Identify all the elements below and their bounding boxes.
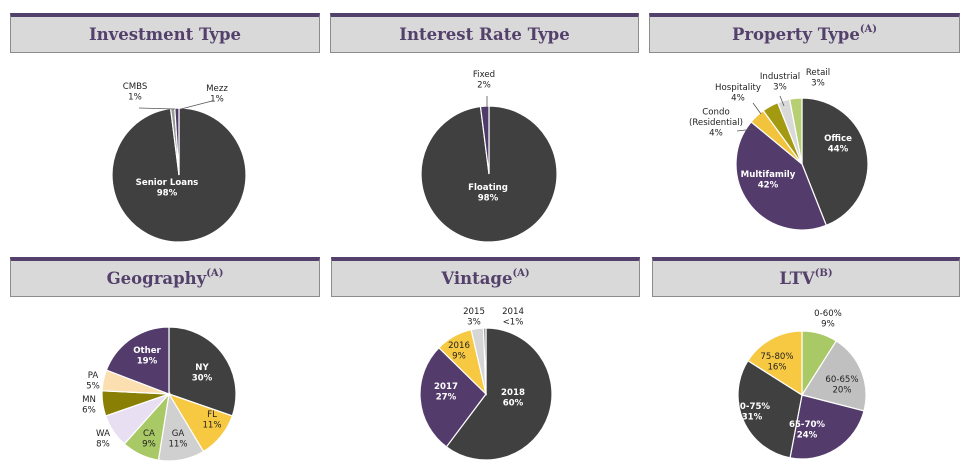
chart-header: Interest Rate Type bbox=[330, 13, 639, 53]
slice-label: Hospitality 4% bbox=[715, 83, 761, 104]
pie-slice bbox=[419, 346, 487, 448]
leader-line bbox=[736, 128, 755, 132]
slice-label: FL 11% bbox=[202, 410, 221, 431]
slice-label: 2017 27% bbox=[434, 382, 458, 403]
pie-slice bbox=[482, 327, 487, 395]
slice-label: Office 44% bbox=[824, 134, 852, 155]
slice-label: PA 5% bbox=[86, 371, 100, 392]
slice-label: 60-65% 20% bbox=[825, 375, 858, 396]
chart-panel-ltv: LTV(B) 0-60% 9% 60-65% 20% 65-70% 24% 70-75% 31… bbox=[652, 257, 960, 473]
slice-label: Industrial 3% bbox=[760, 72, 800, 93]
pie-chart-investment-type: Senior Loans 98% CMBS 1% Mezz 1% bbox=[111, 82, 247, 243]
chart-header: Geography(A) bbox=[10, 257, 320, 297]
pie-slice bbox=[445, 327, 553, 461]
slice-label: 75-80% 16% bbox=[760, 352, 793, 373]
chart-title: Investment Type bbox=[88, 25, 242, 44]
slice-label: 2014 <1% bbox=[502, 307, 524, 328]
pie-chart-property-type: Office 44% Multifamily 42% Condo (Residential… bbox=[689, 68, 869, 231]
slice-label: 65-70% 24% bbox=[789, 420, 825, 441]
slice-label: Multifamily 42% bbox=[741, 170, 796, 191]
slice-label: Fixed 2% bbox=[473, 70, 495, 91]
pie-chart-interest-rate-type: Floating 98% Fixed 2% bbox=[420, 70, 558, 243]
pie-chart-geography: NY 30% FL 11% GA 11% CA 9% WA 8%MN 6% PA 5% Other 19% bbox=[82, 326, 237, 462]
slice-label: 0-60% 9% bbox=[814, 309, 842, 330]
pie-slice bbox=[747, 330, 803, 397]
pie-slice bbox=[479, 105, 490, 175]
pie-slice bbox=[735, 121, 828, 231]
chart-title: Geography(A) bbox=[106, 267, 224, 289]
chart-panel-property-type: Property Type(A) Office 44% Multifamily 42%… bbox=[649, 13, 960, 238]
slice-label: Other 19% bbox=[133, 346, 161, 367]
pie-slice bbox=[801, 97, 869, 227]
pie-slice bbox=[168, 326, 237, 417]
slice-label: Condo (Residential) 4% bbox=[689, 108, 743, 139]
pie-slice bbox=[788, 97, 803, 165]
leader-line bbox=[180, 100, 213, 110]
pie-slice bbox=[801, 340, 867, 412]
leader-line bbox=[752, 102, 762, 115]
slice-label: MN 6% bbox=[82, 395, 96, 416]
slice-label: NY 30% bbox=[192, 363, 213, 384]
slice-label: Floating 98% bbox=[468, 183, 508, 204]
chart-header: Property Type(A) bbox=[649, 13, 960, 53]
pie-slice bbox=[105, 326, 170, 395]
chart-panel-vintage: Vintage(A) 2018 60% 2017 27% 2016 9% 2015 3% 201… bbox=[331, 257, 640, 473]
slice-label: Mezz 1% bbox=[206, 84, 228, 105]
slice-label: CMBS 1% bbox=[123, 82, 148, 103]
pie-slice bbox=[174, 107, 180, 176]
slice-label: 70-75% 31% bbox=[734, 402, 770, 423]
leader-line bbox=[779, 95, 785, 107]
slice-label: 2015 3% bbox=[463, 307, 485, 328]
slice-label: 2016 9% bbox=[448, 341, 470, 362]
chart-panel-geography: Geography(A) NY 30% FL 11% GA 11% CA 9% WA 8% MN 6%… bbox=[10, 257, 320, 473]
chart-title: Vintage(A) bbox=[441, 267, 530, 289]
pie-chart-ltv: 0-60% 9% 60-65% 20% 65-70% 24% 70-75% 31% 75-80%… bbox=[734, 309, 867, 460]
slice-label: GA 11% bbox=[168, 429, 187, 450]
chart-panel-investment-type: Investment Type Senior Loans 98% CMBS 1% Mez… bbox=[10, 13, 320, 243]
slice-label: WA 8% bbox=[96, 429, 110, 450]
slice-label: 2018 60% bbox=[501, 388, 525, 409]
chart-header: LTV(B) bbox=[652, 257, 960, 297]
chart-panel-interest-rate-type: Interest Rate Type Floating 98% Fixed 2% bbox=[330, 13, 639, 243]
leader-line bbox=[138, 107, 176, 110]
chart-title: Interest Rate Type bbox=[399, 25, 570, 44]
slice-label: CA 9% bbox=[142, 429, 156, 450]
slice-label: Retail 3% bbox=[806, 68, 830, 89]
chart-title: LTV(B) bbox=[779, 267, 833, 289]
chart-header: Investment Type bbox=[10, 13, 320, 53]
slice-label: Senior Loans 98% bbox=[136, 178, 199, 199]
chart-header: Vintage(A) bbox=[331, 257, 640, 297]
chart-title: Property Type(A) bbox=[731, 23, 878, 45]
pie-chart-vintage: 2018 60% 2017 27% 2016 9% 2015 3% 2014 <1% bbox=[419, 307, 553, 461]
pie-slice bbox=[789, 394, 865, 460]
